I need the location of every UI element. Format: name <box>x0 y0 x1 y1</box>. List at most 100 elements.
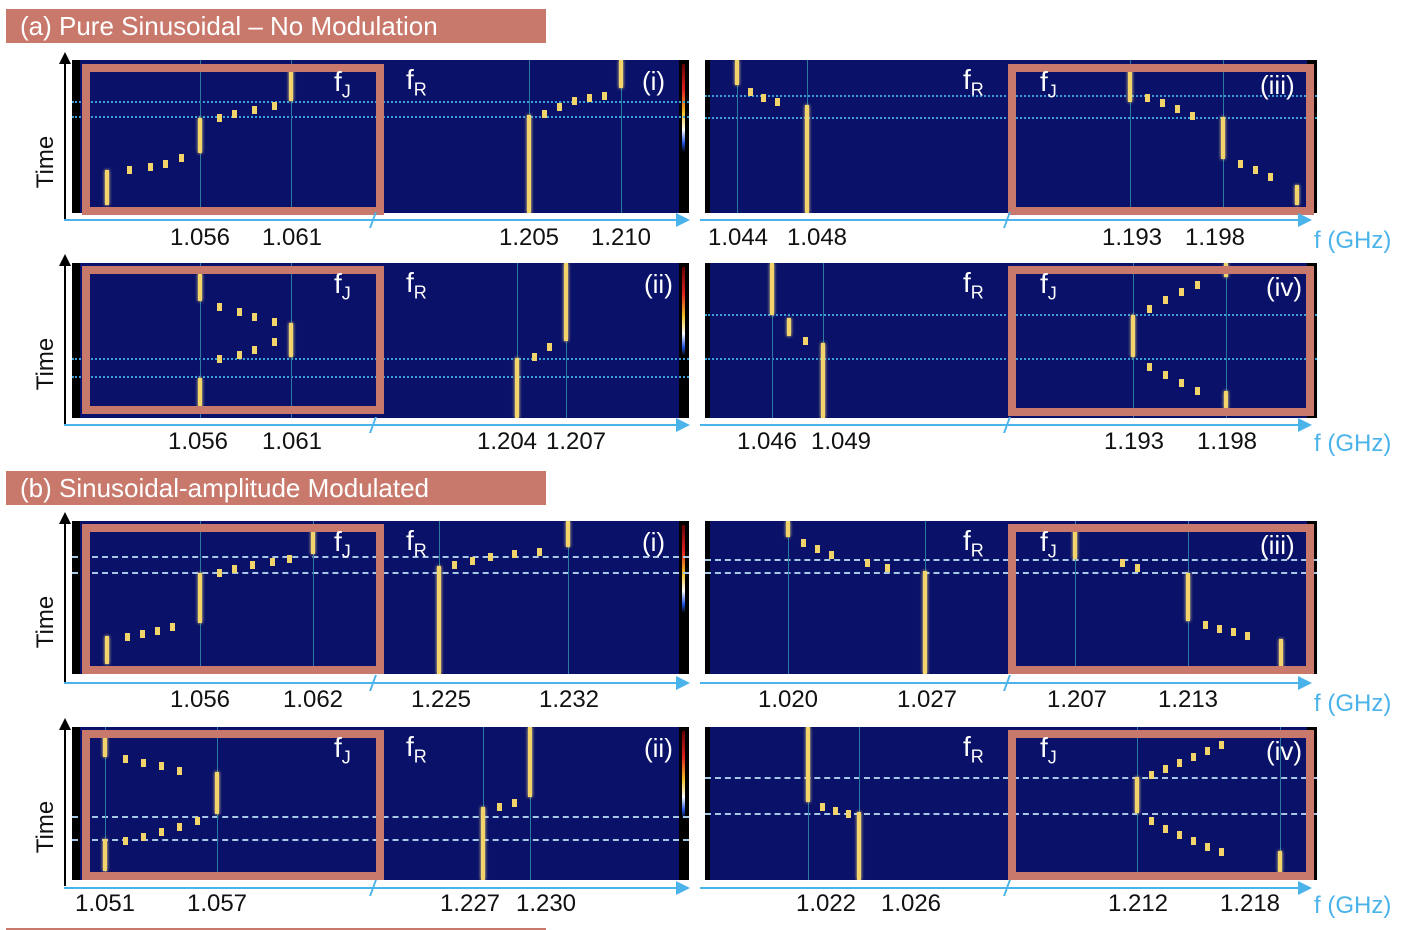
signal-dot <box>537 548 542 556</box>
fR-label: fR <box>406 64 427 100</box>
signal-trace <box>528 727 532 797</box>
x-tick: 1.020 <box>757 686 819 713</box>
signal-dot <box>1195 387 1200 395</box>
fJ-highlight-box: fJ <box>82 64 384 215</box>
x-axis <box>64 424 676 426</box>
x-axis <box>700 887 1298 889</box>
x-tick: 1.026 <box>880 890 942 917</box>
x-tick: 1.207 <box>1046 686 1108 713</box>
x-tick: 1.056 <box>169 686 231 713</box>
grid-line <box>483 727 484 880</box>
y-axis <box>64 60 66 220</box>
signal-trace <box>1278 851 1282 873</box>
signal-dot <box>237 308 242 316</box>
signal-dot <box>1163 371 1168 379</box>
signal-dot <box>1231 628 1236 636</box>
fJ-highlight-box: fJ (iii) <box>1008 524 1314 674</box>
fJ-highlight-box: fJ (iv) <box>1008 266 1314 416</box>
signal-dot <box>557 103 562 111</box>
signal-dot <box>179 154 184 162</box>
signal-trace <box>515 358 519 418</box>
signal-dot <box>1217 625 1222 633</box>
signal-trace <box>1221 117 1225 159</box>
fJ-label: fJ <box>1040 268 1057 304</box>
signal-trace <box>481 807 485 880</box>
signal-dot <box>1195 281 1200 289</box>
grid-line <box>313 521 314 674</box>
x-tick: 1.061 <box>261 428 323 455</box>
x-tick: 1.205 <box>498 224 560 251</box>
x-arrow-icon <box>1298 418 1312 432</box>
signal-dot <box>1163 765 1168 773</box>
grid-line <box>200 263 201 418</box>
signal-trace <box>564 263 568 341</box>
x-arrow-icon <box>676 676 690 690</box>
signal-dot <box>1238 160 1243 168</box>
signal-dot <box>1205 843 1210 851</box>
signal-trace <box>105 636 109 664</box>
signal-dot <box>470 557 475 565</box>
colorbar <box>679 60 689 213</box>
signal-dot <box>270 558 275 566</box>
signal-trace <box>806 727 810 802</box>
signal-trace <box>1135 777 1139 813</box>
signal-dot <box>1179 288 1184 296</box>
plot-edge <box>705 521 710 674</box>
signal-dot <box>1149 817 1154 825</box>
signal-dot <box>1203 621 1208 629</box>
signal-trace <box>215 772 219 814</box>
panel-id: (iii) <box>1260 70 1295 100</box>
x-tick: 1.022 <box>795 890 857 917</box>
fR-label: fR <box>963 731 984 767</box>
signal-dot <box>1163 296 1168 304</box>
grid-line <box>823 263 824 418</box>
x-arrow-icon <box>1298 676 1312 690</box>
signal-dot <box>217 114 222 122</box>
signal-dot <box>141 833 146 841</box>
x-axis <box>64 219 676 221</box>
grid-line <box>1226 263 1227 418</box>
signal-trace <box>1295 185 1299 205</box>
signal-trace <box>289 323 293 357</box>
fJ-label: fJ <box>1040 66 1057 102</box>
x-tick: 1.227 <box>439 890 501 917</box>
x-tick: 1.230 <box>515 890 577 917</box>
signal-dot <box>532 353 537 361</box>
fR-label: fR <box>406 731 427 767</box>
plot-edge <box>705 263 710 418</box>
plot-edge <box>705 60 710 213</box>
signal-dot <box>287 555 292 563</box>
signal-trace <box>787 318 791 336</box>
signal-trace <box>735 60 739 85</box>
signal-dot <box>512 799 517 807</box>
y-axis <box>64 726 66 886</box>
grid-line <box>105 727 106 880</box>
x-axis <box>700 219 1298 221</box>
grid-line <box>530 727 531 880</box>
x-arrow-icon <box>676 881 690 895</box>
signal-dot <box>272 102 277 110</box>
signal-trace <box>786 521 790 537</box>
fJ-label: fJ <box>1040 732 1057 768</box>
signal-trace <box>1128 70 1132 102</box>
x-tick: 1.057 <box>186 890 248 917</box>
grid-line <box>517 263 518 418</box>
x-tick: 1.056 <box>169 224 231 251</box>
x-tick: 1.048 <box>786 224 848 251</box>
grid-line <box>808 727 809 880</box>
signal-trace <box>566 521 570 547</box>
signal-dot <box>252 346 257 354</box>
signal-dot <box>846 810 851 818</box>
signal-dot <box>833 807 838 815</box>
plot-edge <box>72 263 80 418</box>
panel-id: (iii) <box>1260 530 1295 560</box>
signal-dot <box>1191 753 1196 761</box>
freq-unit-label: f (GHz) <box>1314 690 1392 717</box>
signal-dot <box>1205 747 1210 755</box>
x-tick: 1.232 <box>538 686 600 713</box>
x-tick: 1.061 <box>261 224 323 251</box>
grid-line <box>621 60 622 213</box>
signal-dot <box>1179 379 1184 387</box>
x-tick: 1.056 <box>167 428 229 455</box>
freq-unit-label: f (GHz) <box>1314 892 1392 919</box>
